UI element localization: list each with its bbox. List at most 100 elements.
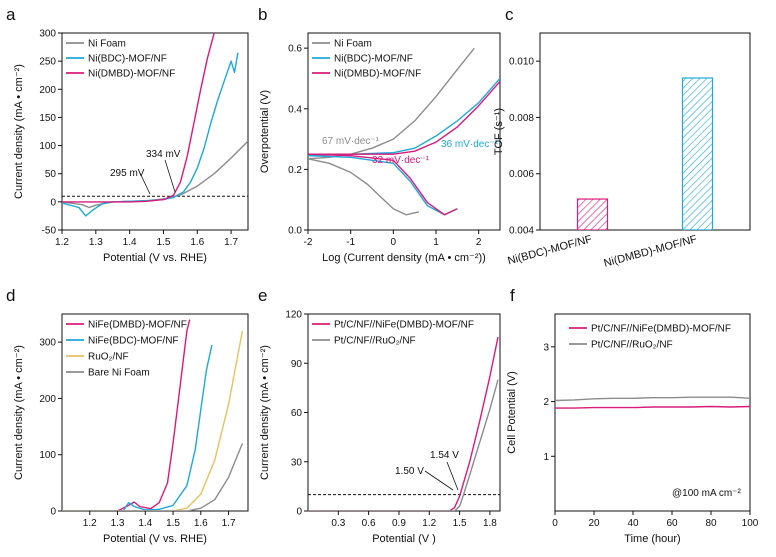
plot-area [308, 47, 500, 216]
legend-label: Ni(DMBD)-MOF/NF [88, 69, 175, 80]
series-line-nife-dmbd-mof-nf [62, 319, 191, 511]
arrow-150 [424, 470, 454, 491]
plot-frame [554, 313, 751, 512]
legend-label: Pt/C/NF//RuO₂/NF [591, 340, 673, 351]
legend-label: Ni(DMBD)-MOF/NF [334, 69, 421, 80]
legend-label: RuO₂/NF [88, 352, 129, 363]
y-axis-title: Cell Potential (V) [506, 371, 518, 454]
panel-d: d 0 100 200 300 1.2 1.3 1.4 1.5 1.6 1.7 Potential (… [6, 286, 249, 545]
y-tick-label: 0.006 [509, 169, 534, 180]
x-tick-label: 2 [476, 237, 482, 248]
legend-label: Ni(BDC)-MOF/NF [88, 54, 167, 65]
y-tick-label: 3 [543, 342, 549, 353]
panel-letter: a [6, 5, 16, 24]
y-axis-title: Current density (mA • cm⁻²) [13, 345, 25, 480]
annotation-label: 32 mV·dec⁻¹ [372, 155, 430, 166]
panel-letter: f [510, 286, 515, 305]
x-axis-title: Potential (V ) [372, 533, 436, 545]
y-tick-label: 50 [45, 169, 57, 180]
series-line-pt-c-nf-ruo-nf [555, 396, 750, 402]
x-tick-label: 100 [742, 518, 759, 529]
x-axis-title: Log (Current density (mA • cm⁻²)) [322, 252, 486, 264]
legend-label: Pt/C/NF//NiFe(DMBD)-MOF/NF [591, 324, 731, 335]
x-tick-label: 1.3 [111, 518, 125, 529]
bar-ni-dmbd-mof-nf [681, 77, 714, 230]
x-tick-label: 1.8 [483, 518, 497, 529]
x-tick-label: 0.6 [362, 518, 376, 529]
x-tick-label: 1.4 [123, 237, 137, 248]
y-tick-label: 0.2 [288, 165, 302, 176]
x-tick-label: 1.2 [422, 518, 436, 529]
y-tick-label: 0.008 [509, 113, 534, 124]
y-axis-title: Overpotential (V) [259, 90, 271, 173]
x-tick-label: 0 [391, 237, 397, 248]
y-tick-label: 300 [39, 338, 56, 349]
y-tick-label: 250 [39, 57, 56, 68]
series-line-nife-bdc-mof-nf [62, 344, 213, 511]
panel-letter: d [6, 286, 15, 305]
series-line-pt-c-nf-nife-dmbd-mof-nf [555, 405, 750, 409]
arrow-334 [164, 159, 176, 193]
x-tick-label: 1.2 [55, 237, 69, 248]
series-line-ruo-nf [62, 330, 244, 511]
series-line-pt-c-nf-nife-dmbd-mof-nf [308, 336, 499, 511]
x-tick-label: 0.3 [331, 518, 345, 529]
y-tick-label: 90 [291, 359, 303, 370]
y-tick-label: 0.4 [288, 104, 302, 115]
y-tick-label: 1 [543, 452, 549, 463]
annotation-label: 295 mV [110, 168, 145, 179]
x-tick-label: 1.7 [222, 518, 236, 529]
annotation-label: 1.54 V [430, 450, 459, 461]
y-tick-label: 60 [291, 408, 303, 419]
x-tick-label: 60 [666, 518, 678, 529]
x-tick-label: 1.6 [194, 518, 208, 529]
series-line-bare-ni-foam [62, 443, 244, 511]
y-tick-label: 2 [543, 397, 549, 408]
y-tick-label: 300 [39, 29, 56, 40]
annotation-label: 1.50 V [395, 466, 424, 477]
plot-area [62, 319, 244, 511]
x-tick-label: 1.5 [453, 518, 467, 529]
plot-frame [61, 32, 249, 231]
y-tick-label: -50 [42, 226, 57, 237]
y-axis-title: TOF (s⁻¹) [493, 108, 505, 155]
legend-label: Ni(BDC)-MOF/NF [334, 54, 413, 65]
x-tick-label: 40 [627, 518, 639, 529]
arrow-295 [139, 172, 151, 195]
series-line-ni-dmbd-mof-nf [62, 33, 215, 203]
y-tick-label: 120 [285, 310, 302, 321]
panel-c: c 0.004 0.006 0.008 0.010 TOF (s⁻¹) Ni(BDC)-MO… [493, 5, 751, 270]
panel-e: e 0 30 60 90 120 0.3 0.6 0.9 1.2 1.5 1.8 Potential (… [258, 286, 501, 545]
panel-f: f 1 2 3 0 20 40 60 80 100 Time (hour) Cell Potentia… [506, 286, 759, 545]
x-tick-label: 1.5 [157, 237, 171, 248]
plot-area [62, 33, 248, 217]
arrow-154 [446, 461, 459, 491]
bar-ni-bdc-mof-nf [576, 198, 609, 230]
annotation-label: @100 mA cm⁻² [672, 488, 741, 499]
x-tick-label: 1.7 [224, 237, 238, 248]
category-label: Ni(BDC)-MOF/NF [506, 233, 593, 267]
annotation-label: 36 mV·dec⁻¹ [441, 139, 499, 150]
x-tick-label: 0.9 [392, 518, 406, 529]
category-label: Ni(DMBD)-MOF/NF [603, 233, 699, 269]
x-tick-label: 1.2 [83, 518, 97, 529]
y-tick-label: 200 [39, 394, 56, 405]
y-tick-label: 0 [50, 197, 56, 208]
series-line-ni-bdc-mof-nf [62, 52, 239, 217]
series-line-pt-c-nf-ruo-nf [308, 379, 499, 511]
y-tick-label: 0 [296, 507, 302, 518]
x-tick-label: 1.6 [190, 237, 204, 248]
x-tick-label: 80 [705, 518, 717, 529]
legend-label: Pt/C/NF//NiFe(DMBD)-MOF/NF [334, 320, 474, 331]
annotation-label: 334 mV [146, 149, 181, 160]
plot-area [555, 396, 750, 409]
x-tick-label: 1.5 [166, 518, 180, 529]
y-tick-label: 0.0 [288, 226, 302, 237]
y-tick-label: 100 [39, 450, 56, 461]
plot-area [308, 336, 500, 511]
y-tick-label: 150 [39, 113, 56, 124]
x-tick-label: 1.3 [89, 237, 103, 248]
series-line-ni-dmbd-mof-nf-upper- [308, 81, 500, 155]
legend-label: NiFe(BDC)-MOF/NF [88, 336, 179, 347]
